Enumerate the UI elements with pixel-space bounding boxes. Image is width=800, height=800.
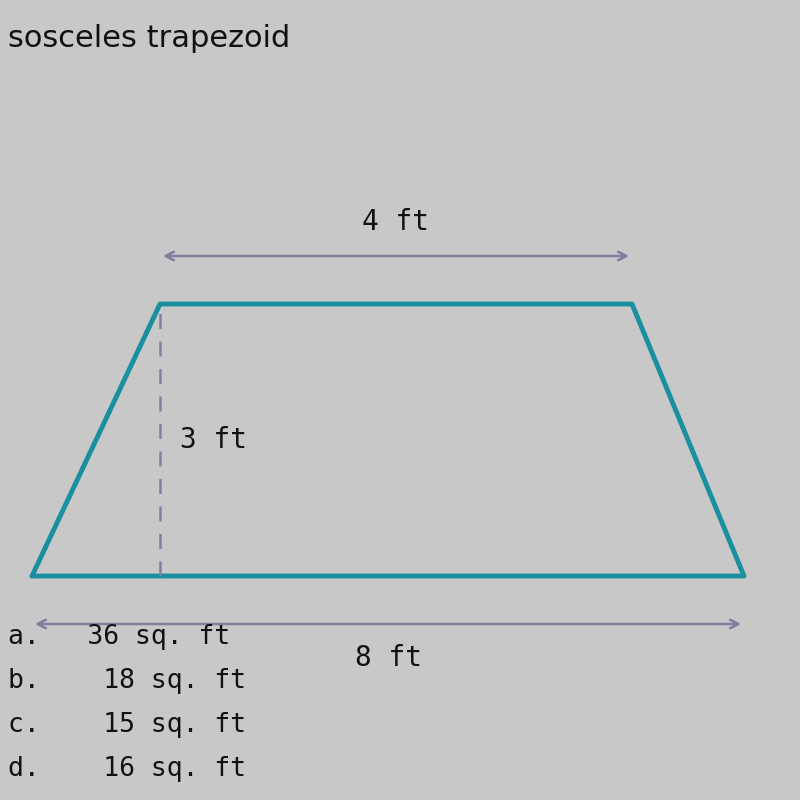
Text: 8 ft: 8 ft: [354, 644, 422, 672]
Text: 4 ft: 4 ft: [362, 208, 430, 236]
Text: d.    16 sq. ft: d. 16 sq. ft: [8, 756, 246, 782]
Text: c.    15 sq. ft: c. 15 sq. ft: [8, 712, 246, 738]
Text: 3 ft: 3 ft: [180, 426, 247, 454]
Text: sosceles trapezoid: sosceles trapezoid: [8, 24, 290, 53]
Text: b.    18 sq. ft: b. 18 sq. ft: [8, 668, 246, 694]
Text: a.   36 sq. ft: a. 36 sq. ft: [8, 624, 230, 650]
